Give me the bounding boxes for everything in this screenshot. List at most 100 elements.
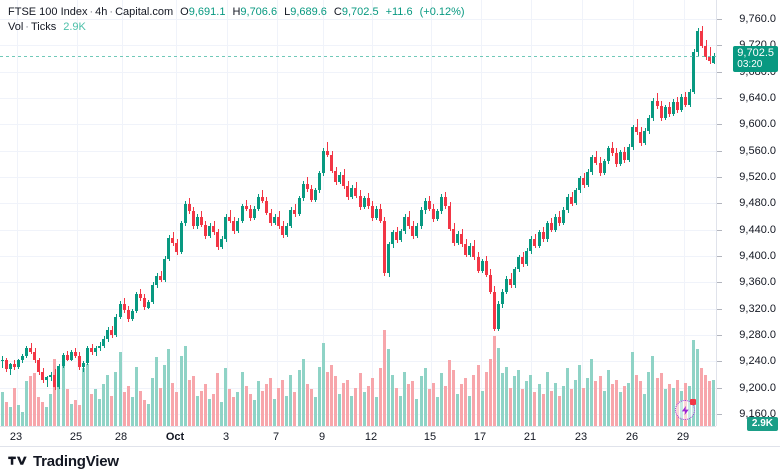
gridline-horizontal — [0, 281, 716, 283]
candle-body-bearish — [452, 228, 455, 243]
volume-bar — [668, 384, 671, 426]
tradingview-logo[interactable]: TradingView — [8, 452, 119, 470]
candle-body-bullish — [538, 232, 541, 246]
candle-body-bearish — [371, 206, 374, 218]
candle-body-bullish — [631, 127, 634, 147]
candle-body-bearish — [611, 148, 614, 154]
candle-body-bullish — [456, 233, 459, 243]
gridline-vertical — [683, 0, 685, 426]
candle-body-bullish — [257, 196, 260, 209]
volume-bar — [566, 368, 569, 426]
volume-bar — [25, 381, 28, 426]
price-tick-label: 9,440.0 — [739, 223, 776, 236]
candle-body-bearish — [78, 355, 81, 368]
candle-body-bullish — [106, 329, 109, 340]
time-axis[interactable]: 23 25 28 Oct 3 7 9 12 15 17 21 23 26 29 — [0, 427, 716, 446]
candle-body-bullish — [21, 356, 24, 361]
open-value: 9,691.1 — [188, 6, 226, 18]
volume-bar — [359, 373, 362, 426]
volume-bar — [257, 381, 260, 426]
volume-value: 2.9K — [63, 21, 86, 33]
interval-label[interactable]: 4h — [95, 6, 108, 18]
candle-wick — [2, 356, 3, 369]
volume-bar — [692, 339, 695, 426]
open-label: O — [180, 6, 189, 18]
price-axis[interactable]: 9,760.09,720.09,680.09,640.09,600.09,560… — [717, 0, 780, 431]
candle-body-bullish — [147, 301, 150, 308]
candle-body-bullish — [253, 208, 256, 218]
chart-pane[interactable] — [0, 0, 716, 426]
candle-body-bearish — [489, 274, 492, 292]
volume-bar — [631, 352, 634, 426]
candle-body-bearish — [37, 360, 40, 373]
time-tick-label: 23 — [9, 431, 23, 443]
volume-bar — [285, 395, 288, 426]
volume-bar — [635, 374, 638, 426]
volume-bar — [448, 360, 451, 426]
current-price-badge[interactable]: 9,702.5 03:20 — [733, 46, 778, 72]
candle-body-bullish — [627, 146, 630, 161]
candle-body-bearish — [444, 196, 447, 207]
candle-body-bearish — [13, 364, 16, 368]
volume-bar — [367, 386, 370, 426]
candle-body-bullish — [517, 257, 520, 270]
volume-bar — [322, 342, 325, 426]
volume-bar — [456, 394, 459, 426]
volume-badge[interactable]: 2.9K — [746, 417, 778, 431]
candle-body-bullish — [298, 198, 301, 215]
gridline-horizontal — [0, 176, 716, 178]
volume-bar — [338, 394, 341, 426]
time-tick-label: 25 — [69, 431, 83, 443]
candle-body-bullish — [224, 216, 227, 240]
volume-bar — [196, 395, 199, 426]
volume-bar — [314, 397, 317, 426]
gridline-horizontal — [0, 255, 716, 257]
symbol-name[interactable]: FTSE 100 Index — [8, 6, 88, 18]
lightning-bolt-icon[interactable] — [675, 399, 696, 420]
volume-bar — [371, 378, 374, 426]
price-tick-mark — [717, 97, 722, 99]
candle-body-bullish — [562, 210, 565, 224]
volume-bar — [123, 392, 126, 426]
volume-legend-row: Vol · Ticks 2.9K — [8, 21, 465, 34]
candle-body-bearish — [41, 372, 44, 380]
volume-bar — [599, 376, 602, 426]
volume-bar — [62, 360, 65, 426]
volume-bar — [411, 381, 414, 426]
notification-dot — [690, 399, 696, 405]
volume-bar — [660, 373, 663, 426]
volume-bar — [159, 387, 162, 426]
candle-body-bearish — [192, 211, 195, 226]
price-tick-mark — [717, 150, 722, 152]
time-tick-label: 23 — [574, 431, 588, 443]
candle-body-bullish — [529, 239, 532, 251]
candle-body-bullish — [70, 351, 73, 360]
candle-body-bearish — [110, 329, 113, 336]
volume-bar — [501, 373, 504, 426]
volume-bar — [17, 405, 20, 426]
volume-bar — [90, 394, 93, 426]
gridline-vertical — [226, 0, 228, 426]
volume-bar — [529, 374, 532, 426]
time-tick-label: 21 — [523, 431, 537, 443]
candle-body-bearish — [635, 127, 638, 133]
volume-bar — [578, 365, 581, 426]
candle-body-bearish — [668, 107, 671, 114]
exchange-label[interactable]: Capital.com — [115, 6, 174, 18]
volume-bar — [452, 370, 455, 426]
candle-body-bullish — [680, 96, 683, 111]
footer-divider — [0, 446, 780, 447]
candle-body-bearish — [245, 206, 248, 209]
volume-bar — [704, 374, 707, 426]
price-tick-label: 9,560.0 — [739, 144, 776, 157]
volume-bar — [78, 405, 81, 426]
candle-body-bearish — [521, 257, 524, 265]
volume-bar — [180, 355, 183, 426]
candle-body-bullish — [57, 366, 60, 388]
volume-bar — [212, 394, 215, 426]
volume-bar — [200, 390, 203, 426]
volume-title[interactable]: Vol — [8, 21, 24, 33]
price-tick-label: 9,640.0 — [739, 91, 776, 104]
candle-body-bullish — [322, 150, 325, 174]
gridline-horizontal — [0, 123, 716, 125]
